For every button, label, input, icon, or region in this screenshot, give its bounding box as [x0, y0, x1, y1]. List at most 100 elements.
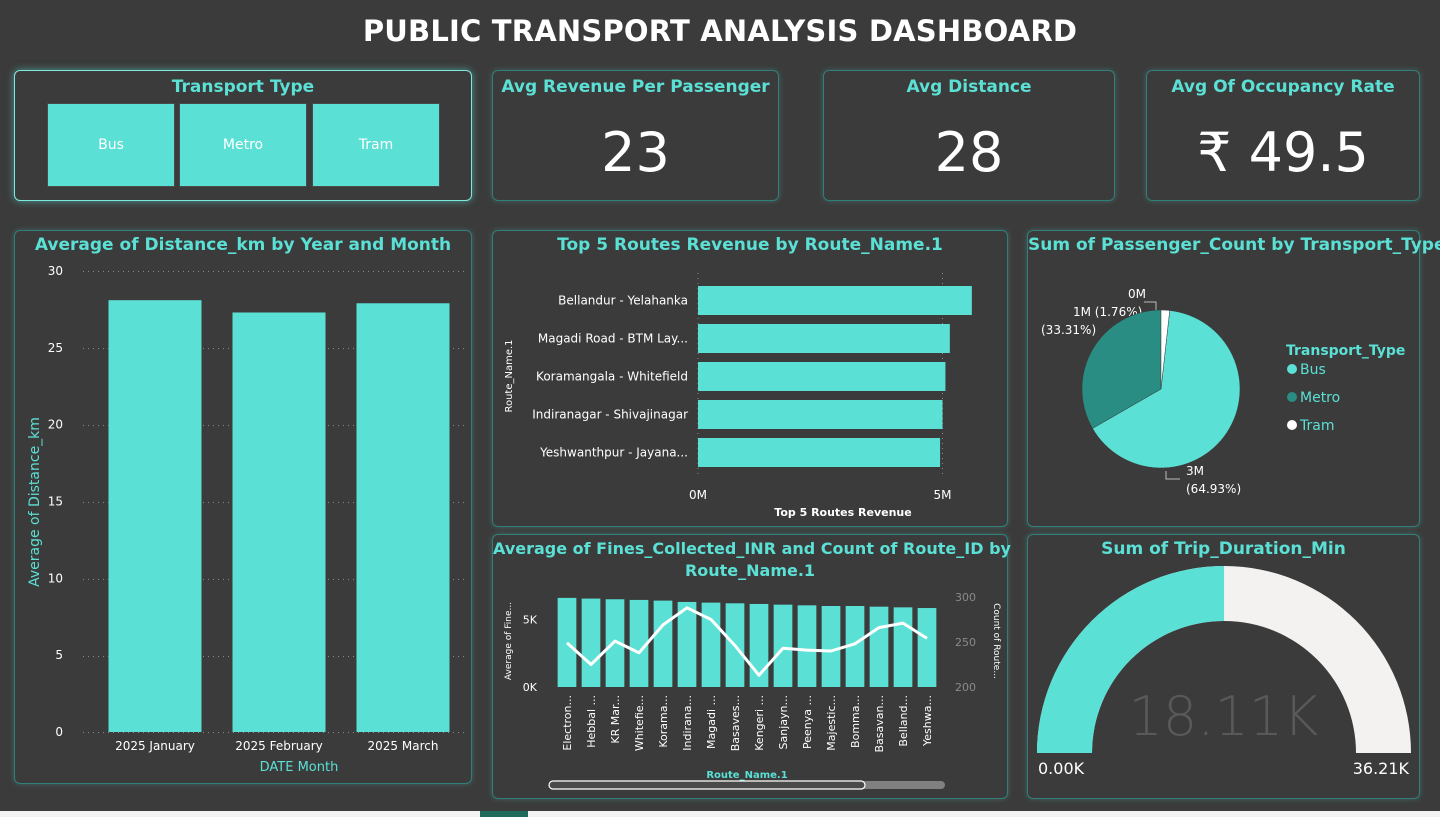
fines-bar [629, 599, 649, 687]
legend-label-tram: Tram [1299, 418, 1334, 434]
fines-bar [773, 604, 793, 687]
route-label: Magadi Road - BTM Lay... [538, 332, 688, 346]
route-revenue-bar [698, 324, 950, 353]
slicer-option-tram[interactable]: Tram [312, 103, 440, 187]
x-tick-label: Belland... [897, 695, 910, 747]
distance-chart: DATE Month Average of Distance_km 0 5 10 15… [27, 264, 465, 775]
pie-legend-title: Transport_Type [1286, 343, 1405, 359]
y-tick-label: 30 [48, 264, 63, 278]
gauge-min-label: 0.00K [1038, 759, 1085, 778]
pie-slice-metro [1081, 309, 1162, 429]
trip-duration-gauge [1037, 566, 1411, 753]
y-tick-label: 10 [48, 571, 63, 585]
route-label: Bellandur - Yelahanka [558, 294, 688, 308]
y-right-tick-label: 300 [955, 591, 976, 604]
pie-leader-tram [1144, 301, 1157, 313]
distance-chart-title: Average of Distance_km by Year and Month [34, 235, 452, 255]
fines-bar [821, 606, 841, 687]
legend-marker-bus [1287, 364, 1297, 374]
y-axis-title: Route_Name.1 [504, 339, 515, 412]
x-tick-label: Basaves... [729, 695, 742, 751]
fines-chart-title-line1: Average of Fines_Collected_INR and Count… [493, 539, 1011, 558]
fines-bar [677, 601, 697, 687]
slicer-title: Transport Type [171, 77, 315, 97]
x-tick-label: Indirana... [681, 695, 694, 751]
x-tick-label: 0M [689, 488, 707, 502]
gauge-value-arc [1037, 566, 1225, 753]
kpi-revenue-value: 23 [601, 121, 670, 184]
legend-label-metro: Metro [1300, 390, 1340, 406]
kpi-occupancy-label: Avg Of Occupancy Rate [1171, 77, 1395, 97]
x-tick-label: KR Mar... [609, 695, 622, 744]
fines-bar [893, 607, 913, 687]
x-tick-label: Kengeri ... [753, 695, 766, 751]
bottom-tab-bar [0, 811, 1440, 817]
pie-leader-bus [1165, 471, 1180, 480]
x-tick-label: Majestic... [825, 695, 838, 751]
horizontal-scrollbar-thumb[interactable] [548, 780, 866, 790]
route-revenue-bar [698, 438, 941, 467]
passenger-pie-chart: 0M 1M (1.76%) (33.31%) 3M (64.93%) Trans… [1041, 287, 1405, 496]
fines-combo-chart: Average of Fine... Count of Route... Rou… [504, 591, 1001, 790]
pie-label-metro-pct: (33.31%) [1041, 323, 1096, 337]
distance-bar [108, 300, 202, 732]
y-tick-label: 20 [48, 418, 63, 432]
slicer-option-bus[interactable]: Bus [47, 103, 175, 187]
x-tick-label: Electron... [561, 695, 574, 751]
legend-label-bus: Bus [1300, 362, 1326, 378]
y-tick-label: 5 [55, 648, 63, 662]
fines-bar [869, 606, 889, 687]
kpi-occupancy-value: ₹ 49.5 [1197, 121, 1369, 184]
legend-marker-tram [1287, 420, 1297, 430]
y-tick-label: 25 [48, 341, 63, 355]
fines-bar [749, 603, 769, 687]
pie-label-metro-value: 1M (1.76%) [1073, 305, 1142, 319]
x-tick-label: Whitefie... [633, 695, 646, 751]
slicer-option-metro[interactable]: Metro [179, 103, 307, 187]
routes-chart-title: Top 5 Routes Revenue by Route_Name.1 [557, 235, 943, 255]
gauge-max-label: 36.21K [1352, 759, 1409, 778]
fines-bar [581, 598, 601, 687]
x-tick-label: Yeshwa... [921, 695, 934, 747]
transport-type-slicer: Transport Type Bus Metro Tram [14, 70, 472, 201]
x-tick-label: 2025 March [368, 739, 439, 753]
pie-label-bus-value: 3M [1186, 464, 1204, 478]
x-axis-title: DATE Month [260, 760, 339, 775]
pie-label-tram-value: 0M [1128, 287, 1146, 301]
fines-bar [917, 608, 937, 687]
routes-chart: Route_Name.1 Top 5 Routes Revenue 0M 5M Be… [504, 273, 972, 519]
kpi-distance-label: Avg Distance [906, 77, 1032, 97]
x-tick-label: Magadi ... [705, 695, 718, 749]
distance-bar [356, 303, 450, 732]
fines-bar [653, 600, 673, 687]
passenger-pie-card: Sum of Passenger_Count by Transport_Type… [1027, 230, 1440, 527]
pie-slice-tram [1160, 309, 1170, 390]
x-tick-label: Peenya ... [801, 695, 814, 749]
x-tick-label: 2025 February [235, 739, 323, 753]
x-axis-title: Route_Name.1 [706, 770, 787, 781]
distance-chart-card: Average of Distance_km by Year and Month… [14, 230, 472, 784]
routes-chart-card: Top 5 Routes Revenue by Route_Name.1 Rou… [492, 230, 1008, 527]
distance-bar [232, 312, 326, 732]
active-page-tab-indicator[interactable] [480, 811, 528, 817]
kpi-distance-value: 28 [934, 121, 1004, 184]
route-label: Yeshwanthpur - Jayana... [539, 446, 688, 460]
legend-marker-metro [1287, 392, 1297, 402]
route-revenue-bar [698, 286, 972, 315]
x-tick-label: Hebbal ... [585, 695, 598, 748]
kpi-card-occupancy: Avg Of Occupancy Rate ₹ 49.5 [1146, 70, 1420, 201]
kpi-revenue-label: Avg Revenue Per Passenger [501, 77, 770, 97]
gauge-title: Sum of Trip_Duration_Min [1101, 539, 1346, 559]
route-label: Koramangala - Whitefield [536, 370, 688, 384]
kpi-card-revenue: Avg Revenue Per Passenger 23 [492, 70, 779, 201]
pie-chart-title: Sum of Passenger_Count by Transport_Type [1028, 235, 1440, 255]
fines-bar [557, 597, 577, 687]
x-tick-label: Basavan... [873, 695, 886, 752]
x-tick-label: Bomma... [849, 695, 862, 748]
y-left-tick-label: 0K [523, 681, 538, 694]
route-revenue-bar [698, 362, 946, 391]
gauge-value-label: 18.11K [1128, 685, 1319, 748]
y-left-tick-label: 5K [523, 614, 538, 627]
x-tick-label: 5M [934, 488, 952, 502]
trip-duration-gauge-card: Sum of Trip_Duration_Min 18.11K 0.00K 36… [1027, 534, 1420, 799]
